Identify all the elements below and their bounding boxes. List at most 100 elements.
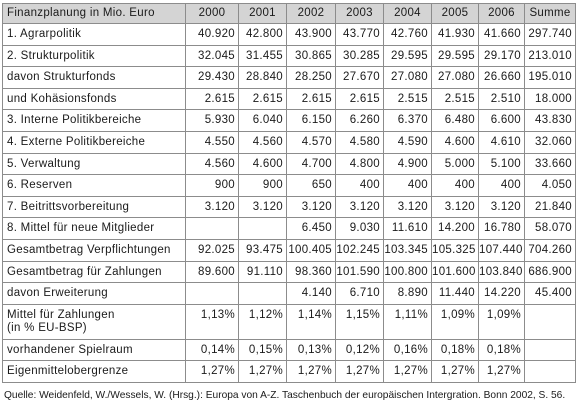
value-cell: 4.590 bbox=[384, 131, 432, 153]
row-label: Gesamtbetrag für Zahlungen bbox=[3, 261, 186, 283]
finance-table: Finanzplanung in Mio. Euro 2000 2001 2002 20… bbox=[2, 3, 576, 383]
value-cell: 30.285 bbox=[336, 45, 384, 67]
value-cell: 27.080 bbox=[432, 67, 479, 88]
value-cell bbox=[186, 283, 239, 304]
value-cell: 1,27% bbox=[384, 361, 432, 382]
value-cell: 11.440 bbox=[432, 283, 479, 304]
value-cell: 1,27% bbox=[432, 361, 479, 382]
value-cell: 1,09% bbox=[432, 304, 479, 339]
value-cell: 400 bbox=[432, 175, 479, 196]
table-row: Mittel für Zahlungen (in % EU-BSP) 1,13% 1,… bbox=[3, 304, 576, 340]
row-label: 3. Interne Politikbereiche bbox=[3, 110, 186, 131]
value-cell: 21.840 bbox=[525, 196, 576, 218]
value-cell: 27.670 bbox=[336, 67, 384, 88]
value-cell: 101.590 bbox=[336, 261, 384, 283]
table-title: Finanzplanung in Mio. Euro bbox=[3, 4, 186, 23]
value-cell: 400 bbox=[336, 175, 384, 196]
value-cell bbox=[239, 218, 287, 239]
value-cell bbox=[525, 304, 576, 339]
value-cell: 3.120 bbox=[239, 196, 287, 218]
value-cell: 26.660 bbox=[479, 67, 525, 88]
row-label: vorhandener Spielraum bbox=[3, 339, 186, 361]
value-cell: 89.600 bbox=[186, 261, 239, 283]
table-row: 8. Mittel für neue Mitglieder 6.450 9.030 1… bbox=[3, 218, 576, 240]
column-header: 2006 bbox=[479, 4, 525, 23]
table-row: 3. Interne Politikbereiche 5.930 6.040 6.15… bbox=[3, 110, 576, 132]
value-cell: 29.430 bbox=[186, 67, 239, 88]
value-cell: 29.595 bbox=[384, 45, 432, 67]
value-cell: 4.580 bbox=[336, 131, 384, 153]
row-label-line: (in % EU-BSP) bbox=[7, 321, 87, 334]
table-row: 5. Verwaltung 4.560 4.600 4.700 4.800 4.900 5.… bbox=[3, 153, 576, 176]
table-row: Gesamtbetrag für Zahlungen 89.600 91.110 98… bbox=[3, 261, 576, 284]
value-cell: 0,13% bbox=[287, 339, 336, 361]
value-cell: 3.120 bbox=[384, 196, 432, 218]
value-cell: 101.600 bbox=[432, 261, 479, 283]
value-cell: 4.600 bbox=[432, 131, 479, 153]
column-header: Summe bbox=[525, 4, 576, 23]
row-label: Gesamtbetrag Verpflichtungen bbox=[3, 239, 186, 261]
value-cell: 1,27% bbox=[239, 361, 287, 382]
value-cell: 4.800 bbox=[336, 153, 384, 175]
value-cell: 6.710 bbox=[336, 283, 384, 304]
value-cell: 8.890 bbox=[384, 283, 432, 304]
row-label: Mittel für Zahlungen (in % EU-BSP) bbox=[3, 304, 186, 339]
value-cell: 2.615 bbox=[287, 88, 336, 110]
value-cell: 11.610 bbox=[384, 218, 432, 239]
value-cell: 3.120 bbox=[186, 196, 239, 218]
value-cell: 32.045 bbox=[186, 45, 239, 67]
value-cell: 1,27% bbox=[336, 361, 384, 382]
value-cell: 6.040 bbox=[239, 110, 287, 131]
value-cell: 1,27% bbox=[186, 361, 239, 382]
value-cell: 4.900 bbox=[384, 153, 432, 175]
value-cell: 4.570 bbox=[287, 131, 336, 153]
value-cell: 3.120 bbox=[479, 196, 525, 218]
value-cell: 100.405 bbox=[287, 239, 336, 261]
value-cell: 30.865 bbox=[287, 45, 336, 67]
row-label-line: Mittel für Zahlungen bbox=[7, 308, 115, 321]
table-row: und Kohäsionsfonds 2.615 2.615 2.615 2.615 2.… bbox=[3, 88, 576, 111]
row-label: 2. Strukturpolitik bbox=[3, 45, 186, 67]
table-row: 6. Reserven 900 900 650 400 400 400 400 4.050 bbox=[3, 175, 576, 197]
value-cell: 1,09% bbox=[479, 304, 525, 339]
value-cell: 4.600 bbox=[239, 153, 287, 175]
value-cell: 0,16% bbox=[384, 339, 432, 361]
value-cell: 2.615 bbox=[239, 88, 287, 110]
value-cell: 4.560 bbox=[239, 131, 287, 153]
table-row: 7. Beitrittsvorbereitung 3.120 3.120 3.120 3… bbox=[3, 196, 576, 219]
column-header: 2002 bbox=[287, 4, 336, 23]
value-cell: 4.050 bbox=[525, 175, 576, 196]
column-header: 2003 bbox=[336, 4, 384, 23]
value-cell: 195.010 bbox=[525, 67, 576, 88]
value-cell: 31.455 bbox=[239, 45, 287, 67]
value-cell: 14.220 bbox=[479, 283, 525, 304]
value-cell: 1,27% bbox=[479, 361, 525, 382]
value-cell: 213.010 bbox=[525, 45, 576, 67]
value-cell: 58.070 bbox=[525, 218, 576, 239]
value-cell: 4.700 bbox=[287, 153, 336, 175]
column-header: 2000 bbox=[186, 4, 239, 23]
value-cell: 2.515 bbox=[432, 88, 479, 110]
row-label: 1. Agrarpolitik bbox=[3, 24, 186, 45]
value-cell: 2.515 bbox=[384, 88, 432, 110]
value-cell: 2.510 bbox=[479, 88, 525, 110]
value-cell: 18.000 bbox=[525, 88, 576, 110]
value-cell: 102.245 bbox=[336, 239, 384, 261]
value-cell: 4.550 bbox=[186, 131, 239, 153]
value-cell: 9.030 bbox=[336, 218, 384, 239]
column-header: 2001 bbox=[239, 4, 287, 23]
value-cell: 0,18% bbox=[479, 339, 525, 361]
value-cell: 0,14% bbox=[186, 339, 239, 361]
value-cell: 43.900 bbox=[287, 24, 336, 45]
table-row: Gesamtbetrag Verpflichtungen 92.025 93.475… bbox=[3, 239, 576, 262]
table-row: davon Erweiterung 4.140 6.710 8.890 11.440 14… bbox=[3, 283, 576, 305]
value-cell: 6.480 bbox=[432, 110, 479, 131]
value-cell: 6.370 bbox=[384, 110, 432, 131]
table-row: 2. Strukturpolitik 32.045 31.455 30.865 30.2… bbox=[3, 45, 576, 68]
value-cell: 650 bbox=[287, 175, 336, 196]
value-cell: 2.615 bbox=[186, 88, 239, 110]
value-cell: 27.080 bbox=[384, 67, 432, 88]
value-cell: 105.325 bbox=[432, 239, 479, 261]
value-cell: 93.475 bbox=[239, 239, 287, 261]
value-cell: 704.260 bbox=[525, 239, 576, 261]
